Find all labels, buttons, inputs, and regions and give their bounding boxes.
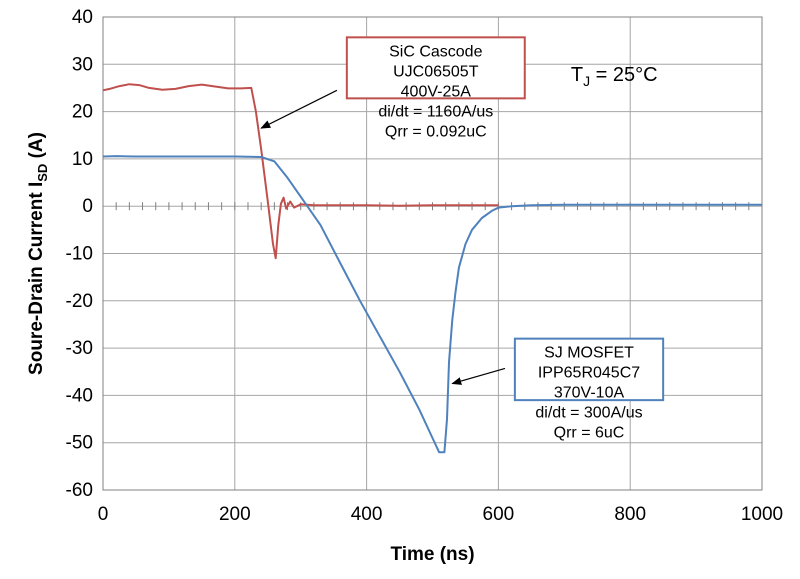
series xyxy=(102,83,762,454)
y-tick-label: -40 xyxy=(66,385,93,406)
y-tick-label: -10 xyxy=(66,244,93,265)
sic-series-line xyxy=(102,83,499,260)
x-tick-label: 800 xyxy=(614,504,646,525)
y-tick-label: -20 xyxy=(66,291,93,312)
sic-qrr-label: Qrr = 0.092uC xyxy=(385,123,487,140)
sj-annotation-line: IPP65R045C7 xyxy=(538,365,640,382)
y-tick-label: -50 xyxy=(66,433,93,454)
sic-annotation-line: SiC Cascode xyxy=(389,43,482,60)
sj-annotation-line: di/dt = 300A/us xyxy=(535,405,642,422)
sj-annotation-line: 370V-10A xyxy=(554,385,625,402)
x-axis-title: Time (ns) xyxy=(390,544,474,565)
sj-annotation-line: SJ MOSFET xyxy=(544,345,634,362)
y-tick-label: 20 xyxy=(72,102,93,123)
x-tick-label: 400 xyxy=(351,504,383,525)
y-axis-title-unit: (A) xyxy=(26,132,47,164)
plot-frame xyxy=(102,16,763,491)
y-tick-label: 10 xyxy=(72,149,93,170)
sj-series-line xyxy=(102,155,762,454)
sic-annotation-line: 400V-25A xyxy=(401,83,472,100)
y-tick-label: -30 xyxy=(66,338,93,359)
annotations: SiC Cascode UJC06505T 400V-25A di/dt = 1160… xyxy=(260,36,665,442)
sj-qrr-label: Qrr = 6uC xyxy=(554,425,625,442)
temperature-label-sub: J xyxy=(583,73,590,89)
y-axis-title: Soure-Drain Current ISD (A) xyxy=(26,132,50,375)
sic-annotation-box xyxy=(345,36,526,100)
y-tick-label: 30 xyxy=(72,54,93,75)
sj-annotation-arrow xyxy=(451,367,506,385)
sj-annotation-box xyxy=(513,337,665,402)
y-tick-label: -60 xyxy=(66,480,93,501)
x-tick-label: 600 xyxy=(483,504,515,525)
x-tick-label: 0 xyxy=(98,504,109,525)
y-axis-title-sub: SD xyxy=(35,164,50,182)
y-axis-title-main: Soure-Drain Current I xyxy=(26,182,47,375)
y-tick-label: 40 xyxy=(72,7,93,28)
x-tick-labels: 0 200 400 600 800 1000 xyxy=(98,504,783,525)
sic-annotation-line: UJC06505T xyxy=(393,63,479,80)
x-tick-label: 200 xyxy=(219,504,251,525)
temperature-label-rest: = 25°C xyxy=(590,64,657,86)
temperature-label: TJ = 25°C xyxy=(571,64,658,89)
temperature-label-main: T xyxy=(571,64,583,86)
y-tick-labels: -60 -50 -40 -30 -20 -10 0 10 20 30 40 xyxy=(66,7,93,501)
sic-annotation-arrow xyxy=(260,89,338,129)
x-tick-label: 1000 xyxy=(741,504,783,525)
y-tick-label: 0 xyxy=(82,196,93,217)
sic-annotation-line: di/dt = 1160A/us xyxy=(378,103,493,120)
